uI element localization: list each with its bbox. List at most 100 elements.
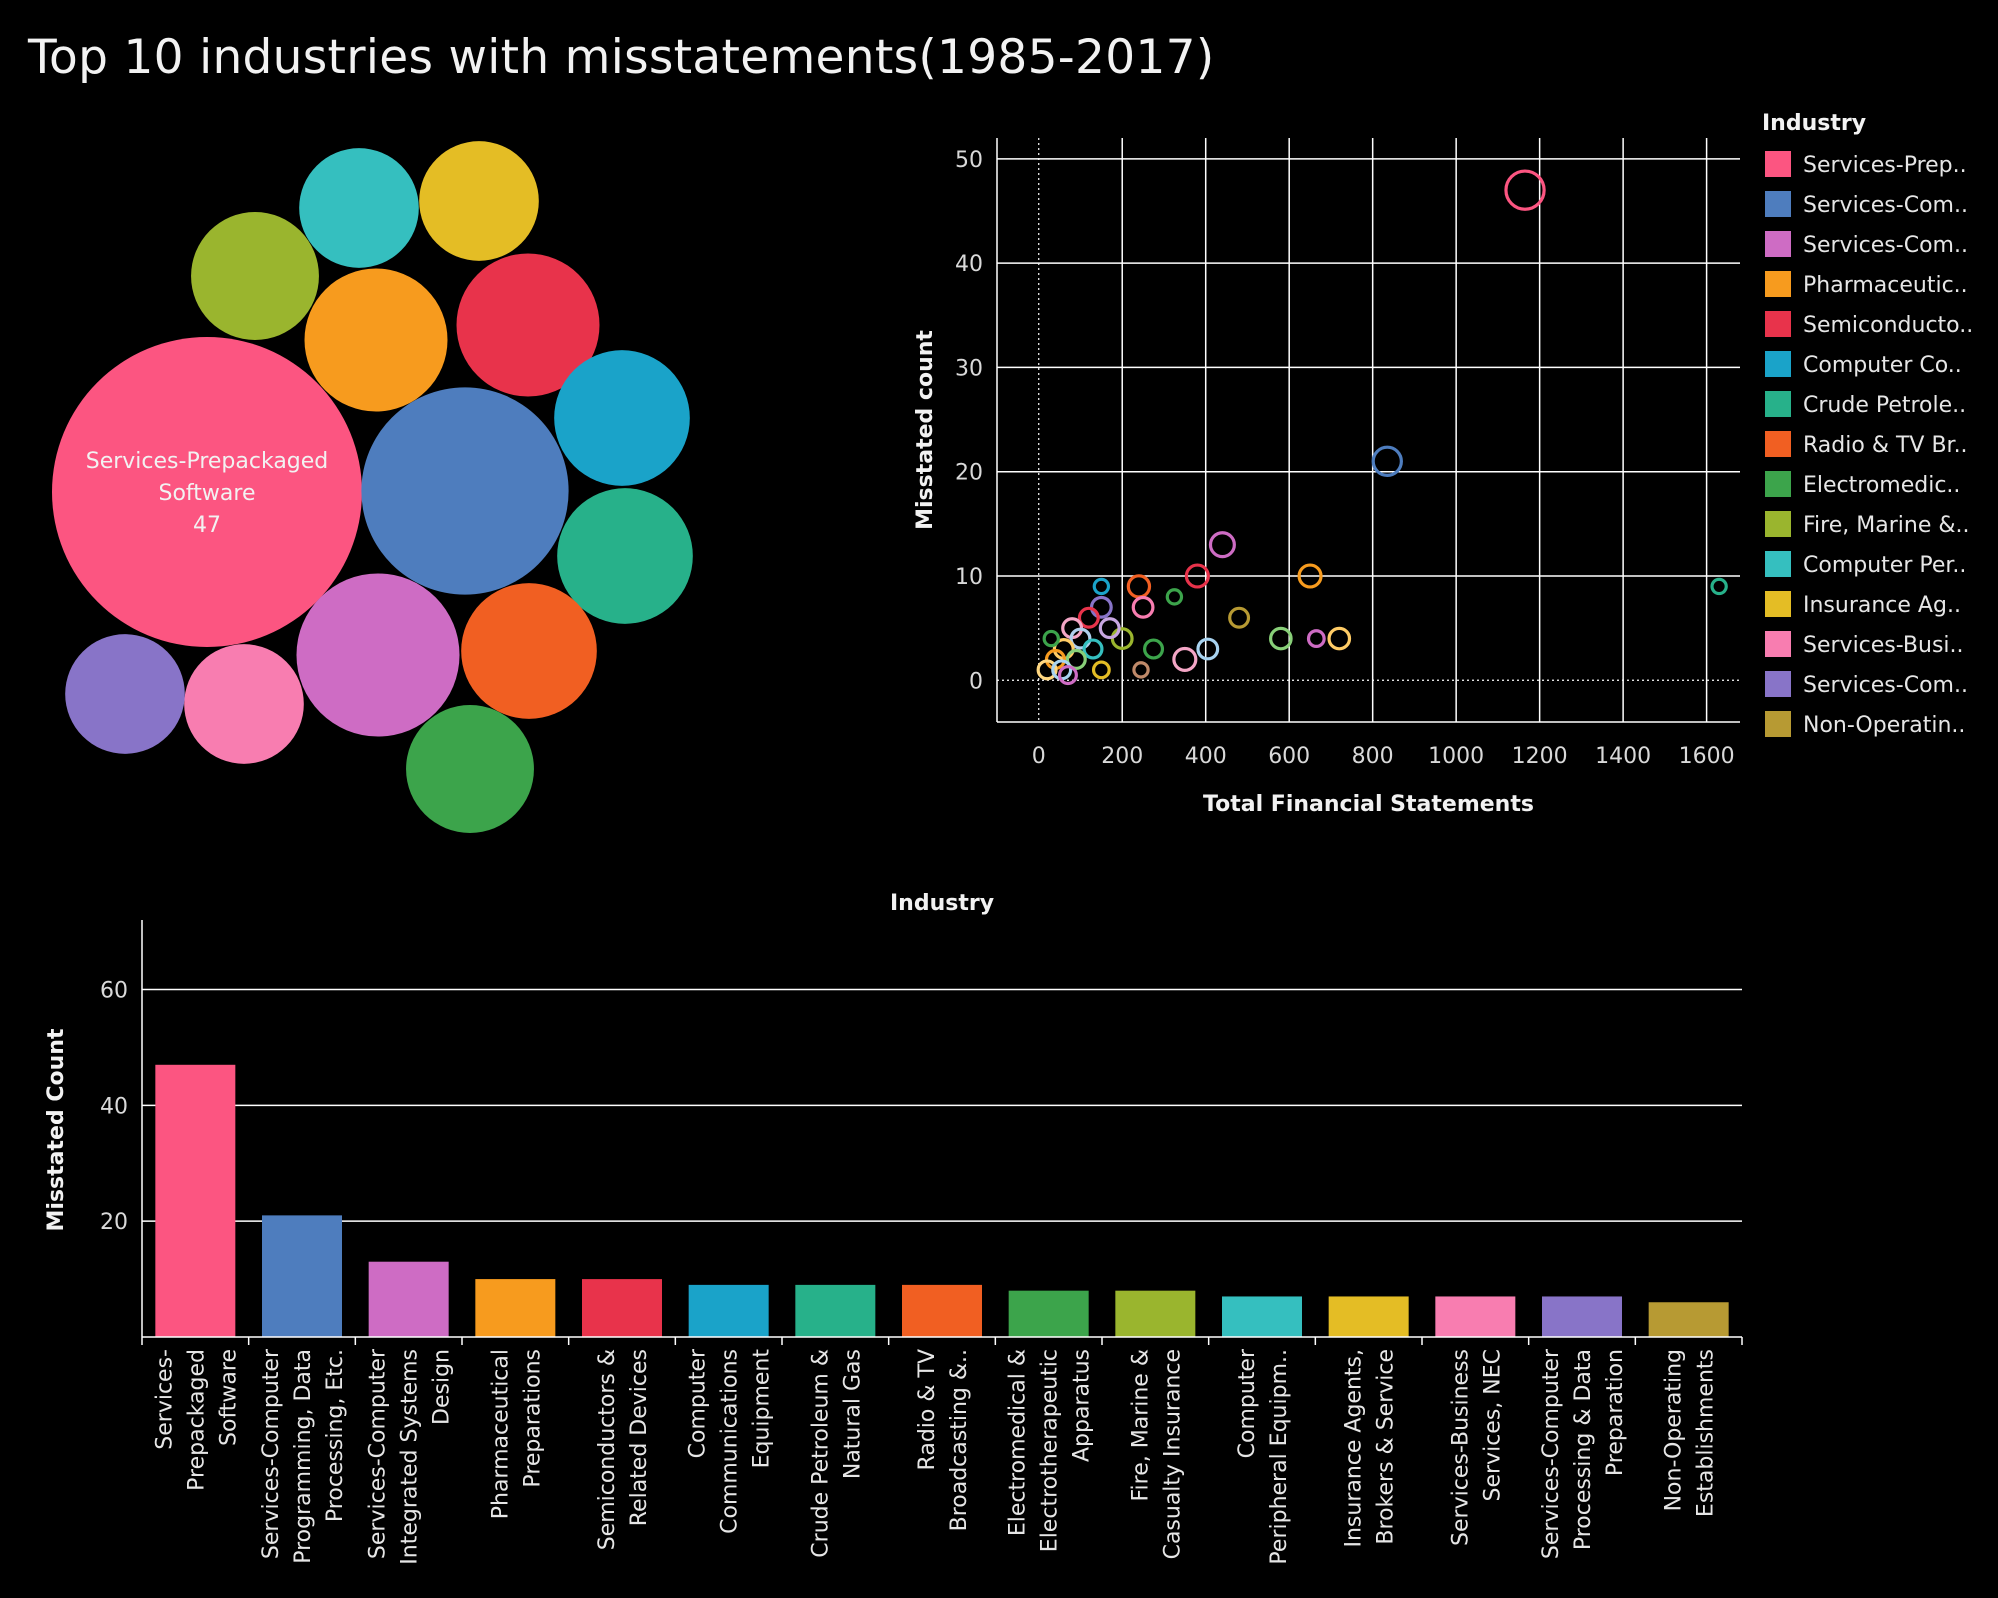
scatter-y-tick-label: 40 [955, 252, 983, 277]
bubble [52, 337, 362, 647]
scatter-point [1371, 445, 1403, 477]
scatter-x-tick-label: 800 [1352, 744, 1394, 769]
scatter-point [1327, 626, 1352, 651]
scatter-y-tick-label: 50 [955, 148, 983, 173]
bar-category-label-line: Semiconductors & [595, 1349, 620, 1550]
legend-label: Radio & TV Br.. [1803, 433, 1968, 458]
legend-label: Non-Operatin.. [1803, 713, 1965, 738]
scatter-x-tick-label: 1400 [1595, 744, 1651, 769]
legend-swatch [1765, 431, 1791, 457]
bar-category-label-line: Peripheral Equipm.. [1267, 1349, 1292, 1565]
bar-category-label-line: Fire, Marine & [1128, 1349, 1153, 1502]
scatter-point [1082, 638, 1104, 660]
bar-y-tick-label: 60 [100, 979, 128, 1004]
bar-category-label: Radio & TV Broadcasting &.. [915, 1349, 972, 1531]
scatter-y-tick-label: 0 [969, 669, 983, 694]
scatter-point [1069, 627, 1092, 650]
scatter-point [1306, 629, 1326, 648]
bar [902, 1284, 982, 1337]
legend-swatch [1765, 591, 1791, 617]
bar-category-label-line: Programming, Data [291, 1349, 316, 1564]
bar-category-label: Fire, Marine & Casualty Insurance [1128, 1349, 1185, 1559]
legend-label: Services-Busi.. [1803, 633, 1964, 658]
bar-category-label-line: Software [216, 1349, 241, 1446]
legend-swatch [1765, 631, 1791, 657]
bubble [419, 141, 539, 261]
legend-title: Industry [1762, 111, 1866, 136]
legend-label: Crude Petrole.. [1803, 393, 1966, 418]
scatter-point [1184, 563, 1210, 589]
scatter-x-tick-label: 1000 [1428, 744, 1484, 769]
scatter-y-tick-label: 30 [955, 356, 983, 381]
bar-category-label-line: Communications [718, 1349, 743, 1534]
legend-swatch [1765, 151, 1791, 177]
bar-category-label-line: Casualty Insurance [1160, 1349, 1185, 1559]
bar-category-label-line: Electromedical & [1006, 1349, 1031, 1536]
bar-category-label: Services-Business Services, NEC [1448, 1349, 1505, 1546]
bar-category-label-line: Insurance Agents, [1342, 1349, 1367, 1548]
scatter-point [1036, 659, 1058, 681]
bar-category-label: Services-Computer Processing & Data Prepar… [1539, 1348, 1628, 1559]
scatter-x-tick-label: 1200 [1512, 744, 1568, 769]
scatter-point [1131, 595, 1155, 619]
legend-swatch [1765, 471, 1791, 497]
scatter-point [1077, 606, 1100, 629]
scatter-x-axis-title: Total Financial Statements [1203, 792, 1534, 817]
bar-category-label: Crude Petroleum & Natural Gas [808, 1349, 865, 1558]
bar-category-label-line: Services-Computer [1539, 1348, 1564, 1559]
scatter-point [1057, 665, 1078, 686]
bar-category-label-line: Apparatus [1070, 1349, 1095, 1462]
legend-swatch [1765, 391, 1791, 417]
bubble-label: Software [159, 481, 256, 506]
bar [1008, 1290, 1089, 1337]
scatter-point [1098, 617, 1121, 640]
bar-category-label-line: Crude Petroleum & [808, 1349, 833, 1558]
bubble [406, 705, 534, 833]
bar [795, 1284, 876, 1337]
legend-swatch [1765, 271, 1791, 297]
legend-label: Services-Com.. [1803, 193, 1968, 218]
packed-bubble-chart: Services-Prepackaged Software 47 [52, 141, 693, 833]
scatter-y-tick-label: 10 [955, 565, 983, 590]
scatter-x-tick-label: 1600 [1679, 744, 1735, 769]
legend-swatch [1765, 671, 1791, 697]
legend-label: Semiconducto.. [1803, 313, 1973, 338]
scatter-x-tick-label: 200 [1101, 744, 1143, 769]
bubble-label: Services-Prepackaged [86, 449, 329, 474]
bar-category-label-line: Radio & TV [915, 1349, 940, 1470]
legend-swatch [1765, 231, 1791, 257]
bar-category-label-line: Electrotherapeutic [1038, 1349, 1063, 1552]
scatter-point [1504, 169, 1546, 211]
bar-category-label: Services-Computer Programming, Data Proces… [259, 1348, 348, 1564]
bar [582, 1279, 662, 1337]
bar [1648, 1302, 1729, 1337]
bar-category-label-line: Establishments [1694, 1349, 1719, 1517]
bar [1542, 1296, 1622, 1337]
bar [1115, 1290, 1196, 1337]
bar [1222, 1296, 1302, 1337]
bar-y-tick-label: 40 [100, 1094, 128, 1119]
legend-label: Computer Co.. [1803, 353, 1962, 378]
bar-category-label: Pharmaceutical Preparations [488, 1349, 545, 1519]
scatter-point [1092, 577, 1111, 596]
scatter-point [1228, 606, 1251, 629]
bar-category-label-line: Broadcasting &.. [947, 1349, 972, 1531]
bar-category-label-line: Services-Business [1448, 1349, 1473, 1546]
bar-category-label-line: Equipment [750, 1349, 775, 1469]
bubble [65, 634, 185, 754]
legend-label: Services-Com.. [1803, 233, 1968, 258]
legend-label: Services-Prep.. [1803, 153, 1967, 178]
bar-category-label-line: Computer [1235, 1348, 1260, 1458]
bar-category-label: Insurance Agents, Brokers & Service [1342, 1349, 1399, 1548]
scatter-point [1710, 577, 1728, 596]
scatter-point [1172, 646, 1198, 672]
bar-y-axis-title: Misstated Count [44, 1028, 69, 1231]
scatter-x-tick-label: 400 [1185, 744, 1227, 769]
bar-category-label-line: Pharmaceutical [488, 1349, 513, 1519]
bubble [557, 488, 693, 624]
bar-category-label-line: Non-Operating [1662, 1349, 1687, 1511]
legend-swatch [1765, 191, 1791, 217]
bar-category-label-line: Processing & Data [1571, 1349, 1596, 1550]
legend-label: Services-Com.. [1803, 673, 1968, 698]
